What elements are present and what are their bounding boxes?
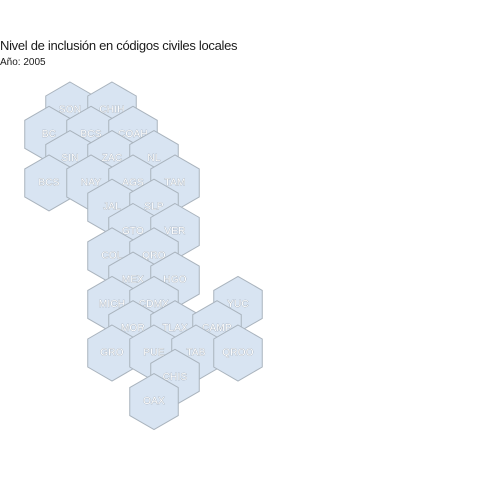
- state-hexagon: [213, 324, 263, 382]
- state-label: GTO: [122, 226, 144, 237]
- state-label: TAM: [165, 177, 186, 188]
- state-tile-qroo: QROO: [213, 324, 263, 382]
- state-label: CHIS: [163, 372, 188, 383]
- state-label: BCS: [80, 129, 101, 140]
- state-label: CDMX: [139, 299, 169, 310]
- state-label: HGO: [163, 275, 186, 286]
- state-label: PUE: [143, 348, 164, 359]
- state-label: SON: [59, 105, 81, 116]
- map-subtitle: Año: 2005: [0, 57, 46, 68]
- state-label: MOR: [121, 323, 145, 334]
- state-label: VER: [164, 226, 185, 237]
- state-label: MICH: [99, 299, 125, 310]
- state-label: AGS: [122, 177, 144, 188]
- state-label: COAH: [118, 129, 148, 140]
- state-label: YUC: [227, 299, 249, 310]
- state-tile-oax: OAX: [129, 373, 179, 431]
- state-label: NL: [147, 153, 160, 164]
- state-label: TLAX: [162, 323, 188, 334]
- state-label: OAX: [143, 396, 165, 407]
- state-hexagon: [129, 373, 179, 431]
- state-label: TAB: [186, 348, 205, 359]
- state-label: COL: [101, 250, 122, 261]
- state-label: CAMP: [202, 323, 232, 334]
- state-label: JAL: [103, 202, 121, 213]
- state-label: CHIH: [99, 105, 124, 116]
- state-label: QROO: [222, 348, 253, 359]
- state-label: SIN: [61, 153, 78, 164]
- state-label: MEX: [122, 275, 144, 286]
- state-label: GRO: [100, 348, 123, 359]
- state-label: ZAC: [102, 153, 123, 164]
- map-title: Nivel de inclusión en códigos civiles lo…: [0, 38, 238, 53]
- state-label: BC: [42, 129, 56, 140]
- state-label: BCS: [38, 177, 59, 188]
- state-label: QRO: [142, 250, 165, 261]
- state-label: SLP: [144, 202, 164, 213]
- state-label: NAY: [81, 177, 102, 188]
